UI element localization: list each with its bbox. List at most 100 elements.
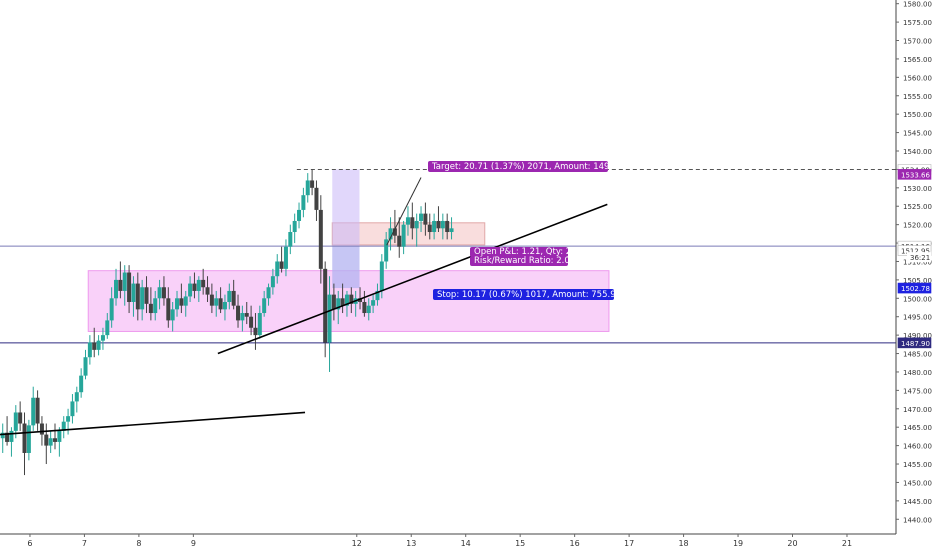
candle-body: [144, 287, 149, 304]
candle: [201, 268, 206, 295]
open-pl-label-text: Open P&L: 1.21, Qty: 24: [474, 247, 577, 257]
candle-body: [305, 180, 310, 196]
candle: [427, 213, 432, 240]
countdown-text: 36:21: [910, 254, 930, 262]
candle: [414, 213, 419, 247]
candle: [292, 213, 297, 244]
candle-body: [301, 195, 306, 210]
candle: [288, 224, 293, 255]
y-tick-label: 1475.00: [903, 387, 932, 395]
candle: [327, 276, 332, 372]
candle-body: [340, 298, 345, 306]
candle-body: [336, 298, 341, 310]
candle: [22, 412, 27, 476]
candle: [440, 213, 445, 240]
candle-body: [196, 279, 201, 291]
y-tick-label: 1550.00: [903, 111, 932, 119]
candle-body: [135, 283, 140, 310]
price-tag: 1502.78: [897, 282, 932, 294]
candle-body: [114, 279, 119, 299]
candle: [349, 287, 354, 314]
candle-body: [205, 287, 210, 295]
y-tick-label: 1465.00: [903, 424, 932, 432]
candle-body: [371, 300, 376, 306]
candle-body: [379, 261, 384, 291]
candle: [423, 202, 428, 236]
candle-body: [105, 320, 110, 336]
y-tick-label: 1460.00: [903, 443, 932, 451]
candle: [253, 313, 258, 350]
candle: [170, 301, 175, 332]
candle: [432, 213, 437, 240]
annotation-connector: [386, 177, 422, 246]
candle-body: [96, 340, 101, 350]
candle-body: [18, 412, 23, 424]
price-tag: 1487.90: [897, 337, 932, 349]
candle-body: [166, 298, 171, 321]
candle: [118, 261, 123, 299]
candle-body: [275, 261, 280, 277]
candle: [31, 386, 36, 431]
stop-label-text: Stop: 10.17 (0.67%) 1017, Amount: 755.92: [437, 290, 621, 300]
candle-body: [318, 209, 323, 269]
candle: [144, 276, 149, 314]
candle-body: [214, 298, 219, 306]
candle: [114, 268, 119, 306]
candle-body: [201, 279, 206, 288]
candle: [436, 206, 441, 233]
candle-body: [266, 287, 271, 299]
candle-body: [283, 246, 288, 269]
price-tag-text: 1487.90: [901, 340, 930, 348]
candle: [301, 187, 306, 218]
candle-body: [83, 357, 88, 376]
candle-body: [35, 397, 40, 424]
candle: [366, 298, 371, 321]
candle-body: [57, 430, 62, 442]
candle: [183, 290, 188, 317]
candle: [275, 254, 280, 284]
candle: [362, 290, 367, 317]
candle-body: [414, 220, 419, 229]
candle: [205, 276, 210, 302]
candle: [135, 272, 140, 321]
candle: [218, 287, 223, 314]
candle-body: [170, 309, 175, 321]
candle-body: [344, 294, 349, 306]
candle: [188, 276, 193, 302]
candle-body: [66, 416, 71, 422]
y-tick-label: 1520.00: [903, 222, 932, 230]
price-tag-text: 1533.66: [901, 171, 930, 179]
y-tick-label: 1455.00: [903, 461, 932, 469]
candle: [109, 287, 114, 328]
candle-body: [323, 268, 328, 343]
y-tick-label: 1495.00: [903, 314, 932, 322]
y-tick-label: 1440.00: [903, 516, 932, 524]
candle: [148, 287, 153, 321]
y-tick-label: 1555.00: [903, 93, 932, 101]
candle: [236, 294, 241, 328]
x-tick-label: 15: [515, 539, 525, 548]
candle-body: [244, 313, 249, 317]
candle-body: [100, 335, 105, 341]
candle: [222, 294, 227, 321]
candle: [310, 169, 315, 196]
candle: [92, 327, 97, 358]
open-pl-label: Open P&L: 1.21, Qty: 24: [470, 247, 577, 257]
candle: [35, 390, 40, 431]
candle-body: [127, 272, 132, 302]
candle-body: [157, 287, 162, 299]
candle: [257, 305, 262, 339]
target-label: Target: 20.71 (1.37%) 2071, Amount: 1497…: [428, 161, 628, 172]
candle: [244, 301, 249, 325]
candle: [44, 423, 49, 465]
candle: [5, 416, 10, 446]
price-tag-bg: [897, 169, 932, 180]
candle: [231, 279, 236, 310]
candle-body: [331, 294, 336, 310]
trend-line: [217, 203, 608, 355]
y-tick-label: 1525.00: [903, 203, 932, 211]
target-label-bg: [428, 161, 608, 172]
x-tick-label: 7: [82, 539, 87, 548]
candle-body: [53, 438, 58, 442]
price-tag-bg: [897, 337, 932, 349]
